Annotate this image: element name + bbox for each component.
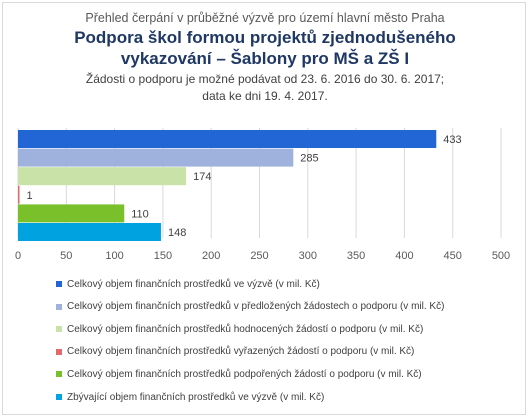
legend-label: Celkový objem finančních prostředků hodn… bbox=[67, 323, 424, 335]
legend-item: Celkový objem finančních prostředků ve v… bbox=[56, 276, 320, 292]
data-label: 174 bbox=[193, 171, 211, 183]
legend-item: Celkový objem finančních prostředků v př… bbox=[56, 299, 444, 315]
x-tick-label: 450 bbox=[444, 250, 462, 262]
x-tick-label: 300 bbox=[299, 250, 317, 262]
data-label: 110 bbox=[131, 208, 149, 220]
bar bbox=[18, 148, 294, 167]
x-tick-label: 50 bbox=[60, 250, 72, 262]
bar bbox=[18, 185, 20, 204]
chart-subtitle-line-2: data ke dni 19. 4. 2017. bbox=[202, 89, 328, 103]
data-label: 433 bbox=[443, 134, 461, 146]
legend-item: Celkový objem finančních prostředků hodn… bbox=[56, 321, 423, 337]
x-tick-label: 250 bbox=[250, 250, 268, 262]
bar bbox=[18, 204, 125, 223]
chart-subtitle-line-1: Žádosti o podporu je možné podávat od 23… bbox=[85, 72, 445, 86]
legend-label: Celkový objem finančních prostředků podp… bbox=[67, 368, 422, 380]
legend-swatch bbox=[56, 348, 62, 355]
legend-item: Zbývající objem finančních prostředků ve… bbox=[56, 389, 324, 405]
legend-label: Celkový objem finančních prostředků ve v… bbox=[67, 278, 320, 290]
x-tick-label: 200 bbox=[202, 250, 220, 262]
x-tick-label: 350 bbox=[347, 250, 365, 262]
bar bbox=[18, 167, 187, 186]
x-tick-label: 100 bbox=[105, 250, 123, 262]
bar bbox=[18, 130, 437, 148]
legend-swatch bbox=[56, 394, 62, 400]
legend-item: Celkový objem finančních prostředků vyřa… bbox=[56, 344, 414, 360]
x-tick-label: 400 bbox=[395, 250, 413, 262]
legend-swatch bbox=[56, 326, 62, 333]
legend-label: Zbývající objem finančních prostředků ve… bbox=[67, 391, 325, 403]
chart-title-line-1: Podpora škol formou projektů zjednodušen… bbox=[74, 28, 456, 47]
data-label: 285 bbox=[300, 153, 318, 165]
bar bbox=[18, 223, 161, 241]
legend-item: Celkový objem finančních prostředků podp… bbox=[56, 366, 422, 382]
legend-swatch bbox=[56, 303, 62, 310]
chart-title-line-2: vykazování – Šablony pro MŠ a ZŠ I bbox=[120, 49, 410, 68]
x-tick-label: 500 bbox=[492, 250, 510, 262]
legend-swatch bbox=[56, 281, 62, 287]
data-label: 148 bbox=[168, 227, 186, 239]
legend-swatch bbox=[56, 371, 62, 378]
chart-supertitle: Přehled čerpání v průběžné výzvě pro úze… bbox=[85, 11, 445, 25]
x-tick-label: 0 bbox=[15, 250, 21, 262]
legend-label: Celkový objem finančních prostředků v př… bbox=[67, 301, 445, 313]
legend-label: Celkový objem finančních prostředků vyřa… bbox=[67, 346, 415, 358]
x-tick-label: 150 bbox=[154, 250, 172, 262]
data-label: 1 bbox=[27, 190, 33, 202]
